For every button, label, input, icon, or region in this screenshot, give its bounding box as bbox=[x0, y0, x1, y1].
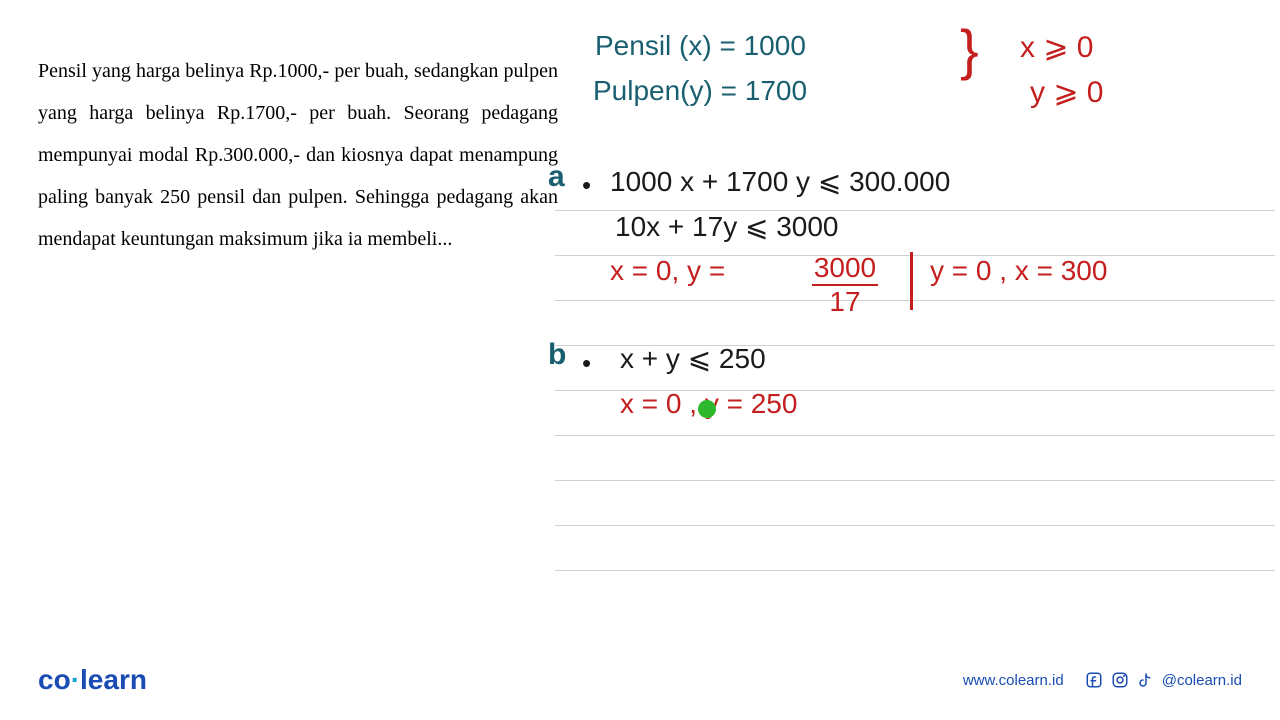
tiktok-icon bbox=[1136, 670, 1156, 690]
section-a-label: a bbox=[548, 160, 565, 194]
footer: co·learn www.colearn.id @colearn.id bbox=[38, 664, 1242, 696]
equation-a3-right: y = 0 , x = 300 bbox=[930, 255, 1107, 287]
vertical-divider bbox=[910, 252, 913, 310]
logo-learn: learn bbox=[80, 664, 147, 695]
equation-a3-left: x = 0, y = bbox=[610, 255, 725, 287]
bullet-b: • bbox=[582, 348, 591, 379]
cursor-dot bbox=[698, 400, 716, 418]
social-handle: @colearn.id bbox=[1162, 672, 1242, 689]
footer-right: www.colearn.id @colearn.id bbox=[963, 670, 1242, 690]
colearn-logo: co·learn bbox=[38, 664, 147, 696]
rule-line bbox=[555, 300, 1275, 301]
fraction-denominator: 17 bbox=[829, 286, 860, 317]
bullet-a: • bbox=[582, 170, 591, 201]
fraction-numerator: 3000 bbox=[814, 252, 876, 283]
logo-co: co bbox=[38, 664, 71, 695]
rule-line bbox=[555, 570, 1275, 571]
equation-a1: 1000 x + 1700 y ⩽ 300.000 bbox=[610, 165, 950, 198]
social-links: @colearn.id bbox=[1084, 670, 1242, 690]
instagram-icon bbox=[1110, 670, 1130, 690]
section-b-label: b bbox=[548, 338, 566, 372]
website-url: www.colearn.id bbox=[963, 672, 1064, 689]
problem-statement: Pensil yang harga belinya Rp.1000,- per … bbox=[38, 50, 558, 260]
definition-pulpen: Pulpen(y) = 1700 bbox=[593, 75, 807, 107]
equation-a3-fraction: 3000 17 bbox=[812, 252, 878, 318]
facebook-icon bbox=[1084, 670, 1104, 690]
equation-b1: x + y ⩽ 250 bbox=[620, 342, 766, 375]
equation-a2: 10x + 17y ⩽ 3000 bbox=[615, 210, 839, 243]
rule-line bbox=[555, 435, 1275, 436]
brace-symbol: } bbox=[960, 28, 979, 73]
constraint-x-nonneg: x ⩾ 0 bbox=[1020, 30, 1094, 65]
constraint-y-nonneg: y ⩾ 0 bbox=[1030, 75, 1104, 110]
rule-line bbox=[555, 525, 1275, 526]
logo-dot: · bbox=[71, 664, 80, 695]
definition-pensil: Pensil (x) = 1000 bbox=[595, 30, 806, 62]
rule-line bbox=[555, 480, 1275, 481]
